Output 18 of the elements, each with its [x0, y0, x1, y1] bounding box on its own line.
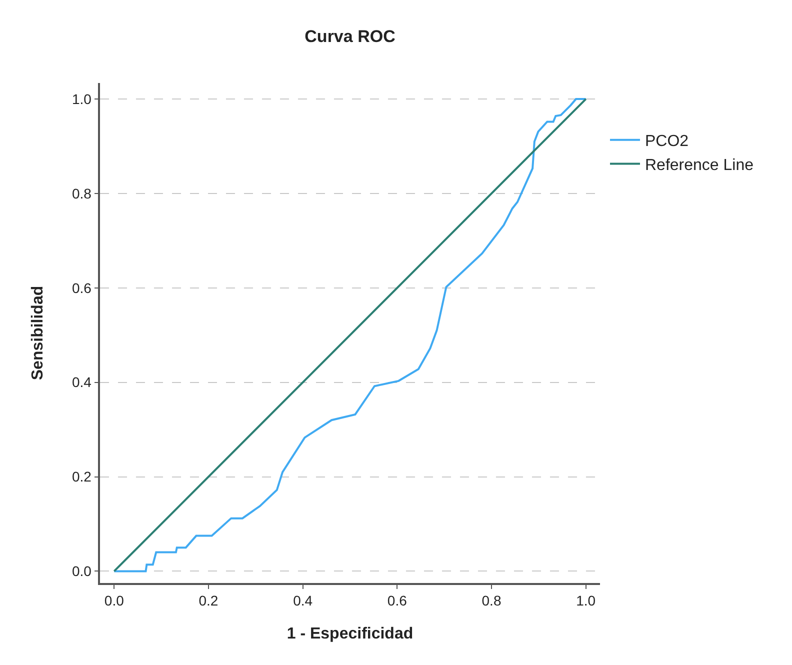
legend-label: Reference Line — [645, 156, 754, 174]
y-axis-title: Sensibilidad — [29, 286, 46, 380]
y-tick-label: 0.8 — [72, 185, 92, 202]
x-tick-label: 1.0 — [576, 592, 596, 609]
y-tick-label: 0.4 — [72, 374, 92, 390]
x-tick-label: 0.8 — [482, 592, 502, 609]
legend-label: PCO2 — [645, 133, 689, 150]
line-series — [113, 98, 587, 572]
x-axis-title: 1 - Especificidad — [286, 626, 414, 643]
chart-title: Curva ROC — [304, 26, 396, 46]
x-tick-label: 0.2 — [198, 592, 218, 609]
x-tick-label: 0.0 — [104, 592, 124, 609]
y-tick-label: 0.6 — [72, 280, 92, 296]
y-tick-label: 1.0 — [72, 90, 92, 107]
x-tick-label: 0.6 — [387, 592, 408, 609]
x-tick-label: 0.4 — [293, 592, 313, 609]
y-tick-label: 0.2 — [72, 468, 92, 485]
y-tick-label: 0.0 — [72, 563, 92, 580]
